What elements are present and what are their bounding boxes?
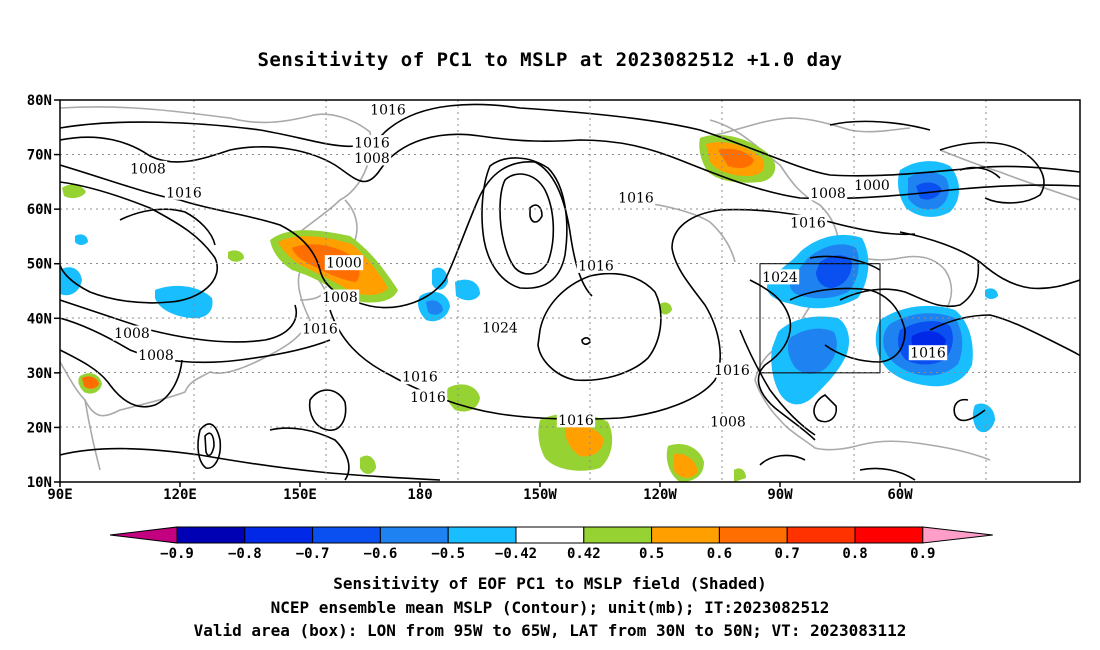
colorbar-label: −0.9: [160, 546, 194, 562]
contour-label: 1008: [708, 413, 748, 430]
svg-text:1016: 1016: [558, 413, 594, 429]
colorbar-arrow-right: [922, 526, 993, 544]
contour-label: 1016: [576, 257, 616, 274]
contour-label: 1008: [352, 150, 392, 167]
lat-tick-label: 50N: [27, 257, 52, 273]
caption-contour: NCEP ensemble mean MSLP (Contour); unit(…: [270, 598, 830, 617]
svg-text:1016: 1016: [370, 102, 406, 118]
valid-area-box: [759, 263, 881, 374]
colorbar-arrow-left: [109, 526, 178, 544]
lat-tick-label: 60N: [27, 202, 52, 218]
longitude-axis: 90E 120E 150E 180 150W 120W 90W 60W: [47, 482, 913, 503]
colorbar-swatch: [583, 526, 653, 544]
colorbar-label: −0.7: [296, 546, 330, 562]
lon-tick-label: 90W: [767, 487, 793, 503]
colorbar-label: 0.7: [775, 546, 800, 562]
lat-tick-label: 40N: [27, 311, 52, 327]
lon-tick-label: 120W: [643, 487, 677, 503]
svg-text:1016: 1016: [910, 346, 946, 362]
svg-text:1008: 1008: [710, 414, 746, 430]
svg-text:1024: 1024: [762, 270, 798, 286]
contour-label: 1000: [852, 177, 892, 194]
colorbar-label: −0.42: [495, 546, 537, 562]
lon-tick-label: 120E: [163, 487, 197, 503]
svg-text:1000: 1000: [854, 178, 890, 194]
contour-label: 1016: [352, 135, 392, 152]
colorbar-label: −0.8: [228, 546, 262, 562]
contour-label: 1016: [712, 362, 752, 379]
colorbar-swatch: [854, 526, 924, 544]
colorbar-label: 0.6: [707, 546, 732, 562]
lat-tick-label: 10N: [27, 475, 52, 491]
colorbar-swatch: [379, 526, 449, 544]
contour-label: 1008: [128, 160, 168, 177]
map-frame: [59, 99, 1081, 483]
colorbar-swatch: [244, 526, 314, 544]
colorbar-label: 0.8: [842, 546, 867, 562]
colorbar-swatch: [176, 526, 246, 544]
contour-label: 1008: [136, 347, 176, 364]
lat-tick-label: 20N: [27, 420, 52, 436]
contour-label: 1008: [112, 325, 152, 342]
colorbar-swatch: [515, 526, 585, 544]
caption-valid-area: Valid area (box): LON from 95W to 65W, L…: [193, 621, 907, 640]
caption-shaded: Sensitivity of EOF PC1 to MSLP field (Sh…: [333, 574, 767, 593]
svg-text:1008: 1008: [130, 161, 166, 177]
svg-text:1016: 1016: [354, 136, 390, 152]
colorbar-swatch: [718, 526, 788, 544]
contour-label: 1016: [400, 369, 440, 386]
contour-label: 1016: [616, 190, 656, 207]
colorbar-label: 0.9: [910, 546, 935, 562]
svg-text:1016: 1016: [402, 370, 438, 386]
colorbar-swatch: [447, 526, 517, 544]
lat-tick-label: 30N: [27, 366, 52, 382]
lon-tick-label: 60W: [887, 487, 913, 503]
svg-text:1008: 1008: [810, 186, 846, 202]
svg-text:1016: 1016: [302, 322, 338, 338]
svg-text:1008: 1008: [322, 290, 358, 306]
svg-text:1016: 1016: [166, 185, 202, 201]
svg-text:1008: 1008: [138, 348, 174, 364]
svg-text:1016: 1016: [714, 363, 750, 379]
contour-label: 1016: [368, 101, 408, 118]
colorbar-swatch: [312, 526, 381, 544]
lat-tick-label: 70N: [27, 148, 52, 164]
svg-text:1016: 1016: [410, 390, 446, 406]
svg-text:1024: 1024: [482, 321, 518, 337]
contour-label: 1000: [324, 255, 364, 272]
svg-text:1008: 1008: [114, 326, 150, 342]
lon-tick-label: 150E: [283, 487, 317, 503]
contour-label: 1016: [908, 345, 948, 362]
contour-label: 1016: [408, 389, 448, 406]
colorbar-label: 0.5: [639, 546, 664, 562]
svg-text:1016: 1016: [578, 258, 614, 274]
svg-text:1000: 1000: [326, 256, 362, 272]
svg-text:1016: 1016: [790, 215, 826, 231]
colorbar-label: −0.5: [431, 546, 465, 562]
svg-text:1008: 1008: [354, 151, 390, 167]
contour-label: 1024: [760, 269, 800, 286]
svg-text:1016: 1016: [618, 191, 654, 207]
contour-label: 1016: [164, 184, 204, 201]
latitude-axis: 80N 70N 60N 50N 40N 30N 20N 10N: [27, 93, 60, 491]
lon-tick-label: 90E: [47, 487, 72, 503]
contour-label: 1016: [788, 214, 828, 231]
contour-label: 1008: [320, 289, 360, 306]
lon-tick-label: 180: [407, 487, 432, 503]
contour-label: 1016: [556, 412, 596, 429]
lat-tick-label: 80N: [27, 93, 52, 109]
colorbar-swatch: [786, 526, 856, 544]
colorbar: −0.9 −0.8 −0.7 −0.6 −0.5 −0.42 0.42 0.5 0.6 0.7 0.…: [109, 526, 993, 562]
chart-title: Sensitivity of PC1 to MSLP at 2023082512…: [257, 49, 843, 71]
colorbar-label: 0.42: [567, 546, 601, 562]
negative-sensitivity: [60, 161, 998, 433]
contour-label: 1008: [808, 185, 848, 202]
contour-label: 1024: [480, 320, 520, 337]
contour-label: 1016: [300, 321, 340, 338]
lon-tick-label: 150W: [523, 487, 557, 503]
colorbar-label: −0.6: [364, 546, 398, 562]
colorbar-swatch: [651, 526, 720, 544]
